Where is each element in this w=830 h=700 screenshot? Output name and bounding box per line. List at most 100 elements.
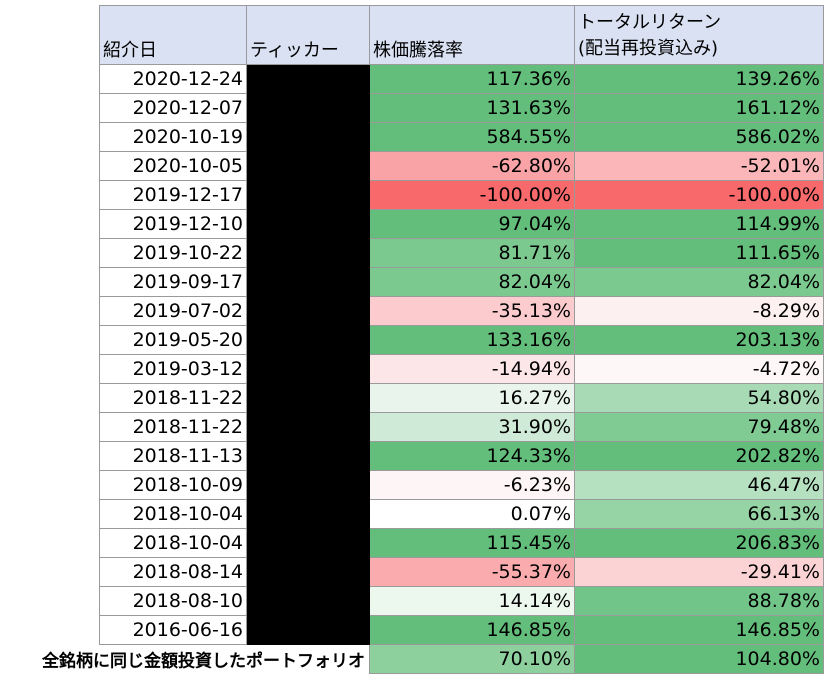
date-cell: 2018-10-09 [99, 470, 247, 500]
total-return-cell: 111.65% [574, 238, 824, 268]
total-return-cell: 202.82% [574, 441, 824, 471]
table-row: 2018-11-22 31.90% 79.48% [99, 412, 824, 442]
price-change-cell: 82.04% [369, 267, 575, 297]
price-change-cell: -55.37% [369, 557, 575, 587]
date-cell: 2020-10-05 [99, 151, 247, 181]
returns-table: 紹介日 ティッカー 株価騰落率 トータルリターン (配当再投資込み) 2020-1… [42, 5, 824, 674]
ticker-cell-redacted [246, 209, 370, 239]
date-cell: 2018-11-22 [99, 412, 247, 442]
table-row: 2019-12-17 -100.00% -100.00% [99, 180, 824, 210]
total-return-cell: 139.26% [574, 64, 824, 94]
total-return-cell: 114.99% [574, 209, 824, 239]
table-row: 2018-11-13 124.33% 202.82% [99, 441, 824, 471]
ticker-cell-redacted [246, 528, 370, 558]
total-return-cell: -4.72% [574, 354, 824, 384]
date-cell: 2019-12-10 [99, 209, 247, 239]
portfolio-total-return: 104.80% [574, 644, 824, 674]
portfolio-price-change: 70.10% [369, 644, 575, 674]
portfolio-label-cell: 全銘柄に同じ金額投資したポートフォリオ [42, 645, 370, 674]
ticker-cell-redacted [246, 615, 370, 645]
total-return-cell: 88.78% [574, 586, 824, 616]
price-change-cell: 0.07% [369, 499, 575, 529]
table-row: 2018-08-10 14.14% 88.78% [99, 586, 824, 616]
price-change-cell: 131.63% [369, 93, 575, 123]
ticker-cell-redacted [246, 296, 370, 326]
ticker-cell-redacted [246, 325, 370, 355]
date-cell: 2019-07-02 [99, 296, 247, 326]
date-cell: 2020-12-24 [99, 64, 247, 94]
ticker-cell-redacted [246, 238, 370, 268]
price-change-cell: -6.23% [369, 470, 575, 500]
price-change-cell: 584.55% [369, 122, 575, 152]
table-row: 2018-10-04 0.07% 66.13% [99, 499, 824, 529]
price-change-cell: 124.33% [369, 441, 575, 471]
price-change-cell: 117.36% [369, 64, 575, 94]
ticker-cell-redacted [246, 383, 370, 413]
table-row: 2018-08-14 -55.37% -29.41% [99, 557, 824, 587]
footer-row: 全銘柄に同じ金額投資したポートフォリオ 70.10% 104.80% [42, 644, 824, 674]
portfolio-label: 全銘柄に同じ金額投資したポートフォリオ [42, 651, 365, 672]
total-return-cell: 586.02% [574, 122, 824, 152]
date-cell: 2019-10-22 [99, 238, 247, 268]
date-cell: 2019-03-12 [99, 354, 247, 384]
table-row: 2019-10-22 81.71% 111.65% [99, 238, 824, 268]
ticker-cell-redacted [246, 93, 370, 123]
ticker-cell-redacted [246, 354, 370, 384]
ticker-cell-redacted [246, 412, 370, 442]
date-cell: 2018-11-22 [99, 383, 247, 413]
date-cell: 2018-08-14 [99, 557, 247, 587]
table-row: 2019-12-10 97.04% 114.99% [99, 209, 824, 239]
price-change-cell: -35.13% [369, 296, 575, 326]
table-row: 2018-10-04 115.45% 206.83% [99, 528, 824, 558]
price-change-cell: 133.16% [369, 325, 575, 355]
table-row: 2020-10-19 584.55% 586.02% [99, 122, 824, 152]
total-return-cell: 206.83% [574, 528, 824, 558]
date-cell: 2018-10-04 [99, 499, 247, 529]
price-change-cell: -14.94% [369, 354, 575, 384]
table-row: 2018-11-22 16.27% 54.80% [99, 383, 824, 413]
ticker-cell-redacted [246, 151, 370, 181]
date-cell: 2019-05-20 [99, 325, 247, 355]
date-cell: 2019-12-17 [99, 180, 247, 210]
header-row: 紹介日 ティッカー 株価騰落率 トータルリターン (配当再投資込み) [99, 5, 824, 65]
table-row: 2019-09-17 82.04% 82.04% [99, 267, 824, 297]
date-cell: 2018-10-04 [99, 528, 247, 558]
table-row: 2019-07-02 -35.13% -8.29% [99, 296, 824, 326]
total-return-cell: 203.13% [574, 325, 824, 355]
header-ticker: ティッカー [246, 5, 370, 65]
total-return-cell: -29.41% [574, 557, 824, 587]
ticker-cell-redacted [246, 267, 370, 297]
total-return-cell: 146.85% [574, 615, 824, 645]
price-change-cell: 14.14% [369, 586, 575, 616]
header-total-return-line1: トータルリターン [578, 12, 722, 33]
total-return-cell: 82.04% [574, 267, 824, 297]
ticker-cell-redacted [246, 441, 370, 471]
date-cell: 2016-06-16 [99, 615, 247, 645]
price-change-cell: 146.85% [369, 615, 575, 645]
date-cell: 2018-11-13 [99, 441, 247, 471]
price-change-cell: -100.00% [369, 180, 575, 210]
table-row: 2016-06-16 146.85% 146.85% [99, 615, 824, 645]
price-change-cell: 16.27% [369, 383, 575, 413]
date-cell: 2020-10-19 [99, 122, 247, 152]
total-return-cell: 66.13% [574, 499, 824, 529]
price-change-cell: 81.71% [369, 238, 575, 268]
total-return-cell: 79.48% [574, 412, 824, 442]
price-change-cell: 115.45% [369, 528, 575, 558]
date-cell: 2020-12-07 [99, 93, 247, 123]
ticker-cell-redacted [246, 557, 370, 587]
date-cell: 2018-08-10 [99, 586, 247, 616]
total-return-cell: -100.00% [574, 180, 824, 210]
ticker-cell-redacted [246, 586, 370, 616]
ticker-cell-redacted [246, 180, 370, 210]
ticker-cell-redacted [246, 64, 370, 94]
total-return-cell: 46.47% [574, 470, 824, 500]
price-change-cell: -62.80% [369, 151, 575, 181]
header-total-return: トータルリターン (配当再投資込み) [574, 5, 824, 65]
table-row: 2020-12-07 131.63% 161.12% [99, 93, 824, 123]
table-row: 2020-12-24 117.36% 139.26% [99, 64, 824, 94]
price-change-cell: 31.90% [369, 412, 575, 442]
ticker-cell-redacted [246, 470, 370, 500]
total-return-cell: 54.80% [574, 383, 824, 413]
table-row: 2019-03-12 -14.94% -4.72% [99, 354, 824, 384]
